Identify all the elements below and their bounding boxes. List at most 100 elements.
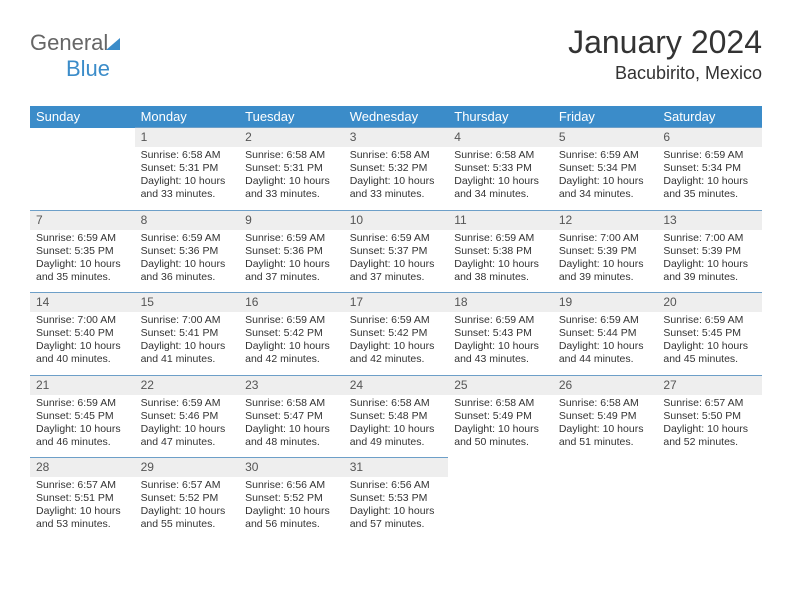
sunset-line: Sunset: 5:40 PM xyxy=(36,327,129,340)
day-number: 5 xyxy=(553,128,658,148)
sunrise-line: Sunrise: 6:58 AM xyxy=(454,397,547,410)
day-cell: Sunrise: 6:59 AMSunset: 5:35 PMDaylight:… xyxy=(30,230,135,293)
sunrise-line: Sunrise: 6:56 AM xyxy=(350,479,443,492)
day-number: 25 xyxy=(448,375,553,395)
dayhead-mon: Monday xyxy=(135,106,240,128)
sunset-line: Sunset: 5:43 PM xyxy=(454,327,547,340)
day-number: 7 xyxy=(30,210,135,230)
sunrise-line: Sunrise: 7:00 AM xyxy=(36,314,129,327)
sunset-line: Sunset: 5:49 PM xyxy=(454,410,547,423)
sunrise-line: Sunrise: 6:57 AM xyxy=(36,479,129,492)
sunset-line: Sunset: 5:44 PM xyxy=(559,327,652,340)
day-cell: Sunrise: 7:00 AMSunset: 5:41 PMDaylight:… xyxy=(135,312,240,375)
daylight-line: Daylight: 10 hours and 44 minutes. xyxy=(559,340,652,366)
day-number: 19 xyxy=(553,293,658,313)
dayhead-sat: Saturday xyxy=(657,106,762,128)
day-number: 20 xyxy=(657,293,762,313)
day-cell: Sunrise: 6:59 AMSunset: 5:43 PMDaylight:… xyxy=(448,312,553,375)
daylight-line: Daylight: 10 hours and 57 minutes. xyxy=(350,505,443,531)
day-cell: Sunrise: 7:00 AMSunset: 5:39 PMDaylight:… xyxy=(657,230,762,293)
daylight-line: Daylight: 10 hours and 33 minutes. xyxy=(245,175,338,201)
day-cell: Sunrise: 6:59 AMSunset: 5:46 PMDaylight:… xyxy=(135,395,240,458)
day-number: 22 xyxy=(135,375,240,395)
sunset-line: Sunset: 5:36 PM xyxy=(141,245,234,258)
day-number: 13 xyxy=(657,210,762,230)
sunset-line: Sunset: 5:32 PM xyxy=(350,162,443,175)
day-number: 18 xyxy=(448,293,553,313)
day-cell: Sunrise: 6:59 AMSunset: 5:44 PMDaylight:… xyxy=(553,312,658,375)
sunset-line: Sunset: 5:34 PM xyxy=(663,162,756,175)
daylight-line: Daylight: 10 hours and 50 minutes. xyxy=(454,423,547,449)
sunrise-line: Sunrise: 6:57 AM xyxy=(141,479,234,492)
daylight-line: Daylight: 10 hours and 40 minutes. xyxy=(36,340,129,366)
daynum-row: 28293031 xyxy=(30,458,762,478)
day-number: 23 xyxy=(239,375,344,395)
day-number xyxy=(448,458,553,478)
logo-triangle-icon xyxy=(106,38,120,50)
sunrise-line: Sunrise: 6:58 AM xyxy=(141,149,234,162)
day-cell: Sunrise: 6:58 AMSunset: 5:49 PMDaylight:… xyxy=(553,395,658,458)
daylight-line: Daylight: 10 hours and 35 minutes. xyxy=(36,258,129,284)
sunrise-line: Sunrise: 6:59 AM xyxy=(454,314,547,327)
daylight-line: Daylight: 10 hours and 53 minutes. xyxy=(36,505,129,531)
day-cell: Sunrise: 6:58 AMSunset: 5:32 PMDaylight:… xyxy=(344,147,449,210)
daylight-line: Daylight: 10 hours and 35 minutes. xyxy=(663,175,756,201)
sunrise-line: Sunrise: 6:59 AM xyxy=(245,232,338,245)
sunrise-line: Sunrise: 6:59 AM xyxy=(350,232,443,245)
sunset-line: Sunset: 5:33 PM xyxy=(454,162,547,175)
day-number: 15 xyxy=(135,293,240,313)
day-number: 6 xyxy=(657,128,762,148)
calendar-table: Sunday Monday Tuesday Wednesday Thursday… xyxy=(30,106,762,540)
day-number: 24 xyxy=(344,375,449,395)
sunrise-line: Sunrise: 6:59 AM xyxy=(245,314,338,327)
day-number: 26 xyxy=(553,375,658,395)
sunrise-line: Sunrise: 6:59 AM xyxy=(141,232,234,245)
daylight-line: Daylight: 10 hours and 42 minutes. xyxy=(350,340,443,366)
day-cell: Sunrise: 7:00 AMSunset: 5:39 PMDaylight:… xyxy=(553,230,658,293)
sunset-line: Sunset: 5:42 PM xyxy=(245,327,338,340)
day-cell: Sunrise: 6:59 AMSunset: 5:45 PMDaylight:… xyxy=(657,312,762,375)
day-number: 27 xyxy=(657,375,762,395)
day-number: 17 xyxy=(344,293,449,313)
daylight-line: Daylight: 10 hours and 55 minutes. xyxy=(141,505,234,531)
daylight-line: Daylight: 10 hours and 34 minutes. xyxy=(559,175,652,201)
day-cell: Sunrise: 6:59 AMSunset: 5:36 PMDaylight:… xyxy=(239,230,344,293)
sunrise-line: Sunrise: 6:58 AM xyxy=(454,149,547,162)
daylight-line: Daylight: 10 hours and 36 minutes. xyxy=(141,258,234,284)
day-cell: Sunrise: 6:59 AMSunset: 5:36 PMDaylight:… xyxy=(135,230,240,293)
day-cell: Sunrise: 6:59 AMSunset: 5:34 PMDaylight:… xyxy=(553,147,658,210)
day-cell: Sunrise: 6:58 AMSunset: 5:47 PMDaylight:… xyxy=(239,395,344,458)
daylight-line: Daylight: 10 hours and 49 minutes. xyxy=(350,423,443,449)
sunrise-line: Sunrise: 7:00 AM xyxy=(663,232,756,245)
sunset-line: Sunset: 5:42 PM xyxy=(350,327,443,340)
day-cell xyxy=(553,477,658,540)
sunrise-line: Sunrise: 6:58 AM xyxy=(245,397,338,410)
sunrise-line: Sunrise: 6:59 AM xyxy=(559,149,652,162)
sunset-line: Sunset: 5:39 PM xyxy=(663,245,756,258)
content-row: Sunrise: 6:59 AMSunset: 5:35 PMDaylight:… xyxy=(30,230,762,293)
day-cell: Sunrise: 6:58 AMSunset: 5:33 PMDaylight:… xyxy=(448,147,553,210)
day-cell xyxy=(448,477,553,540)
daylight-line: Daylight: 10 hours and 39 minutes. xyxy=(559,258,652,284)
sunrise-line: Sunrise: 6:58 AM xyxy=(350,149,443,162)
daylight-line: Daylight: 10 hours and 37 minutes. xyxy=(350,258,443,284)
sunset-line: Sunset: 5:48 PM xyxy=(350,410,443,423)
day-cell: Sunrise: 6:59 AMSunset: 5:42 PMDaylight:… xyxy=(239,312,344,375)
daylight-line: Daylight: 10 hours and 33 minutes. xyxy=(141,175,234,201)
content-row: Sunrise: 6:57 AMSunset: 5:51 PMDaylight:… xyxy=(30,477,762,540)
day-cell: Sunrise: 6:57 AMSunset: 5:51 PMDaylight:… xyxy=(30,477,135,540)
sunset-line: Sunset: 5:50 PM xyxy=(663,410,756,423)
day-number: 2 xyxy=(239,128,344,148)
day-cell: Sunrise: 6:56 AMSunset: 5:52 PMDaylight:… xyxy=(239,477,344,540)
sunset-line: Sunset: 5:35 PM xyxy=(36,245,129,258)
day-number: 30 xyxy=(239,458,344,478)
sunrise-line: Sunrise: 6:58 AM xyxy=(245,149,338,162)
sunrise-line: Sunrise: 7:00 AM xyxy=(559,232,652,245)
day-cell: Sunrise: 6:59 AMSunset: 5:37 PMDaylight:… xyxy=(344,230,449,293)
dayhead-wed: Wednesday xyxy=(344,106,449,128)
sunset-line: Sunset: 5:47 PM xyxy=(245,410,338,423)
sunrise-line: Sunrise: 6:57 AM xyxy=(663,397,756,410)
day-cell: Sunrise: 6:58 AMSunset: 5:31 PMDaylight:… xyxy=(239,147,344,210)
day-number: 21 xyxy=(30,375,135,395)
dayhead-tue: Tuesday xyxy=(239,106,344,128)
